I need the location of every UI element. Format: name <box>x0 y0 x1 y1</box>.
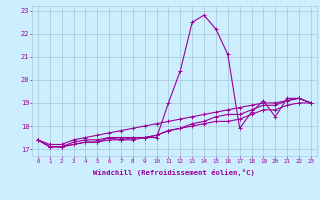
X-axis label: Windchill (Refroidissement éolien,°C): Windchill (Refroidissement éolien,°C) <box>93 169 255 176</box>
